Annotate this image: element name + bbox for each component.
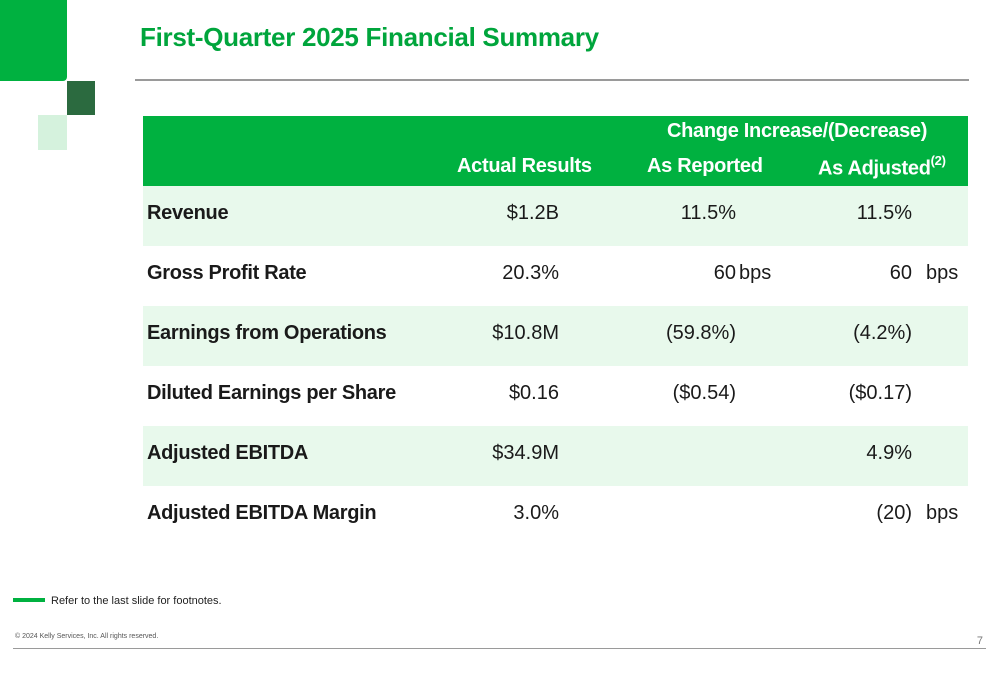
table-row: Gross Profit Rate 20.3% 60 bps 60 bps xyxy=(143,246,968,306)
as-adjusted-header: As Adjusted(2) xyxy=(818,153,946,181)
row-label: Revenue xyxy=(147,202,229,224)
adjusted-value: (4.2%) xyxy=(853,322,912,344)
actual-value: 3.0% xyxy=(513,502,559,524)
row-label: Adjusted EBITDA Margin xyxy=(147,502,377,524)
actual-value: $34.9M xyxy=(492,442,559,464)
brand-square-green xyxy=(0,0,67,81)
row-label: Earnings from Operations xyxy=(147,322,387,344)
table-row: Revenue $1.2B 11.5% 11.5% xyxy=(143,186,968,246)
financial-summary-table: Change Increase/(Decrease) Actual Result… xyxy=(143,116,968,546)
as-adjusted-footnote-mark: (2) xyxy=(930,153,946,168)
copyright-text: © 2024 Kelly Services, Inc. All rights r… xyxy=(15,633,159,640)
change-group-header: Change Increase/(Decrease) xyxy=(667,120,928,142)
adjusted-value: ($0.17) xyxy=(848,382,912,404)
actual-value: $10.8M xyxy=(492,322,559,344)
adjusted-value: 60 xyxy=(889,262,912,284)
table-header: Change Increase/(Decrease) Actual Result… xyxy=(143,116,968,186)
footer-divider xyxy=(13,648,986,649)
actual-value: 20.3% xyxy=(502,262,559,284)
adjusted-value: (20) xyxy=(876,502,912,524)
row-label: Gross Profit Rate xyxy=(147,262,307,284)
reported-value: 60 xyxy=(713,262,736,284)
adjusted-unit: bps xyxy=(926,502,959,524)
slide-title: First-Quarter 2025 Financial Summary xyxy=(140,22,599,52)
reported-value: ($0.54) xyxy=(672,382,736,404)
table-row: Earnings from Operations $10.8M (59.8%) … xyxy=(143,306,968,366)
row-label: Diluted Earnings per Share xyxy=(147,382,396,404)
brand-square-light-green xyxy=(38,115,67,150)
table-row: Adjusted EBITDA $34.9M 4.9% xyxy=(143,426,968,486)
actual-value: $0.16 xyxy=(508,382,559,404)
adjusted-value: 11.5% xyxy=(856,202,912,224)
footnote-accent-bar xyxy=(13,598,45,602)
title-divider xyxy=(135,79,969,81)
row-label: Adjusted EBITDA xyxy=(147,442,309,464)
adjusted-value: 4.9% xyxy=(866,442,912,464)
reported-unit: bps xyxy=(739,262,772,284)
brand-square-dark-green xyxy=(67,81,95,115)
actual-value: $1.2B xyxy=(506,202,559,224)
as-reported-header: As Reported xyxy=(647,155,763,177)
adjusted-unit: bps xyxy=(926,262,959,284)
table-row: Adjusted EBITDA Margin 3.0% (20) bps xyxy=(143,486,968,546)
as-adjusted-header-label: As Adjusted xyxy=(818,157,931,180)
table-row: Diluted Earnings per Share $0.16 ($0.54)… xyxy=(143,366,968,426)
reported-value: (59.8%) xyxy=(665,322,736,344)
footnote-text: Refer to the last slide for footnotes. xyxy=(51,595,222,607)
page-number: 7 xyxy=(976,635,983,647)
reported-value: 11.5% xyxy=(680,202,736,224)
actual-results-header: Actual Results xyxy=(457,155,592,177)
